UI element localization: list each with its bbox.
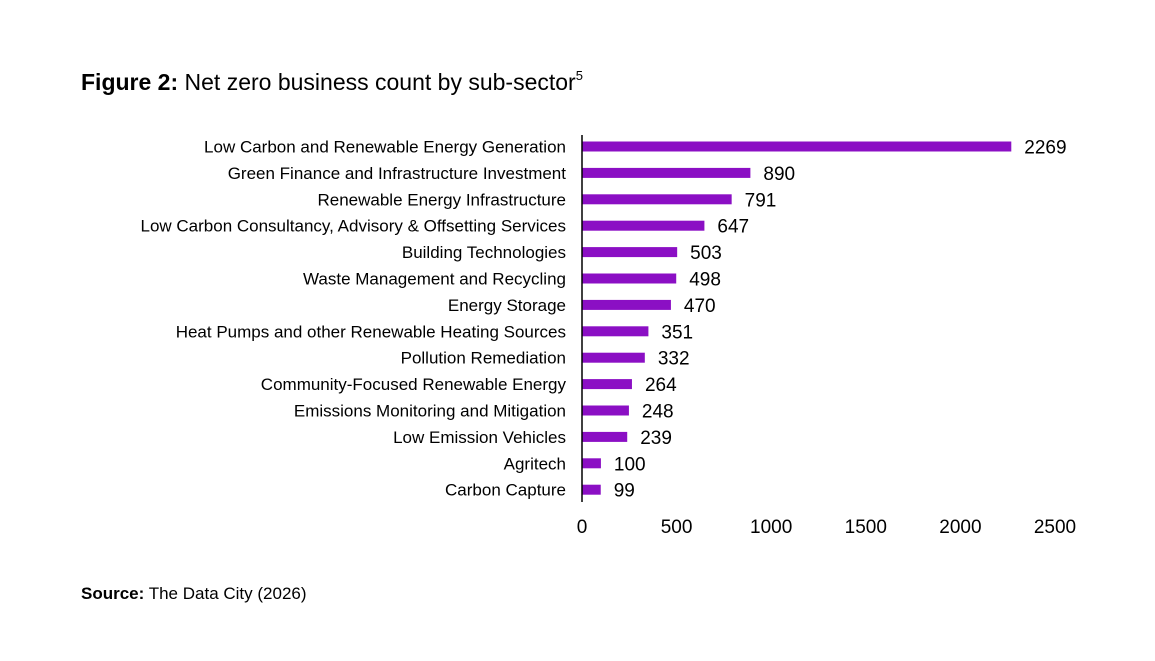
category-label: Energy Storage — [448, 296, 566, 315]
category-label: Community-Focused Renewable Energy — [261, 375, 567, 394]
figure-title: Figure 2: Net zero business count by sub… — [81, 68, 583, 96]
data-label: 239 — [640, 428, 672, 449]
category-label: Emissions Monitoring and Mitigation — [294, 402, 566, 421]
x-tick-label: 2500 — [1034, 517, 1076, 538]
x-tick-label: 500 — [661, 517, 693, 538]
data-label: 100 — [614, 454, 646, 475]
bar — [582, 379, 632, 390]
data-label: 647 — [717, 217, 749, 238]
x-tick-label: 1500 — [845, 517, 887, 538]
category-label: Low Carbon Consultancy, Advisory & Offse… — [140, 217, 566, 236]
category-label: Renewable Energy Infrastructure — [317, 190, 566, 209]
bar — [582, 352, 645, 363]
x-tick-label: 0 — [577, 517, 588, 538]
category-label: Building Technologies — [402, 243, 566, 262]
data-label: 470 — [684, 296, 716, 317]
x-tick-label: 2000 — [939, 517, 981, 538]
bar — [582, 484, 601, 495]
bar — [582, 247, 678, 258]
bar — [582, 299, 671, 310]
x-tick-label: 1000 — [750, 517, 792, 538]
bar — [582, 431, 628, 442]
bar — [582, 194, 732, 205]
data-label: 332 — [658, 349, 690, 370]
category-label: Green Finance and Infrastructure Investm… — [228, 164, 567, 183]
category-label: Pollution Remediation — [401, 349, 566, 368]
data-label: 890 — [763, 164, 795, 185]
figure-title-text: Net zero business count by sub-sector — [184, 69, 576, 95]
data-label: 791 — [745, 190, 777, 211]
bar — [582, 273, 677, 284]
category-label: Agritech — [504, 454, 566, 473]
source-text: The Data City (2026) — [148, 584, 307, 603]
bar — [582, 141, 1012, 152]
bar — [582, 458, 601, 469]
bar — [582, 405, 629, 416]
data-label: 248 — [642, 402, 674, 423]
category-label: Low Carbon and Renewable Energy Generati… — [204, 138, 566, 157]
source-note: Source: The Data City (2026) — [81, 584, 307, 604]
footnote-marker: 5 — [575, 68, 583, 83]
bar — [582, 220, 705, 231]
data-label: 351 — [661, 322, 693, 343]
category-label: Carbon Capture — [445, 481, 566, 500]
data-label: 264 — [645, 375, 677, 396]
data-label: 498 — [689, 270, 721, 291]
data-label: 99 — [614, 481, 635, 502]
category-label: Low Emission Vehicles — [393, 428, 566, 447]
bar — [582, 326, 649, 337]
category-label: Waste Management and Recycling — [303, 270, 566, 289]
data-label: 503 — [690, 243, 722, 264]
figure-label: Figure 2: — [81, 69, 179, 95]
category-label: Heat Pumps and other Renewable Heating S… — [176, 322, 566, 341]
data-label: 2269 — [1024, 138, 1066, 159]
bar — [582, 167, 751, 178]
source-label: Source: — [81, 584, 145, 603]
